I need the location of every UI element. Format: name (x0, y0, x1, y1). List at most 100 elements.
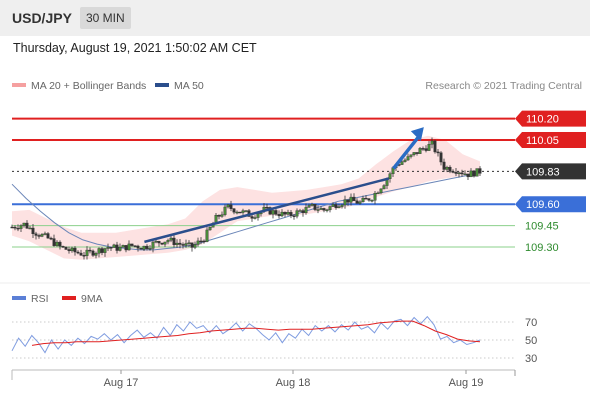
candle-body (235, 211, 239, 214)
level-tag-110-20 (515, 110, 586, 127)
candle (466, 173, 470, 181)
legend-rsi-label: RSI (31, 293, 49, 305)
candle (364, 195, 368, 200)
level-label-109-45: 109.45 (525, 221, 559, 233)
candle-body (187, 242, 191, 244)
x-tick-aug-18: Aug 18 (276, 377, 311, 389)
legend-ma20-label: MA 20 + Bollinger Bands (31, 80, 147, 92)
level-tag-109-83 (515, 163, 586, 180)
candle (301, 208, 305, 217)
candle (115, 241, 119, 254)
candle-body (376, 192, 380, 195)
candle-body (367, 198, 371, 201)
candle (49, 236, 53, 241)
candle-body (442, 161, 446, 170)
candle (442, 158, 446, 172)
candle-body (313, 204, 317, 210)
candle (403, 158, 407, 163)
candle (223, 204, 227, 217)
candle-body (61, 246, 65, 248)
candle-body (16, 227, 20, 230)
candle (112, 243, 116, 248)
candle-body (118, 247, 122, 251)
legend-9ma: 9MA (62, 293, 103, 305)
candle-body (265, 206, 269, 209)
candle (64, 246, 68, 250)
candle-body (73, 247, 77, 253)
candle (343, 195, 347, 209)
candle (307, 203, 311, 208)
candle-body (154, 240, 158, 243)
candle-body (361, 197, 365, 203)
candle-body (91, 250, 95, 256)
candle (232, 208, 236, 215)
candle-body (148, 248, 152, 250)
candle (382, 184, 386, 190)
candle-body (238, 211, 242, 214)
candle (256, 212, 260, 221)
candle-body (196, 240, 200, 245)
candle (91, 249, 95, 257)
candle (457, 171, 461, 178)
rsi-tick-50: 50 (525, 335, 537, 347)
candle (28, 225, 32, 230)
candle-body (184, 243, 188, 246)
candle (430, 137, 434, 149)
candle-body (424, 148, 428, 151)
candle-body (43, 233, 47, 235)
candle (97, 247, 101, 258)
candle (118, 243, 122, 252)
candle-body (193, 244, 197, 248)
candle-body (295, 210, 299, 217)
candle (22, 222, 26, 228)
legend-ma20: MA 20 + Bollinger Bands (12, 80, 146, 92)
candle-body (370, 200, 374, 202)
rsi-line (11, 315, 481, 354)
candle-body (103, 248, 107, 253)
timestamp: Thursday, August 19, 2021 1:50:02 AM CET (13, 41, 257, 55)
candle (70, 246, 74, 253)
candle (136, 244, 140, 252)
candle (253, 215, 257, 220)
candle (175, 239, 179, 248)
candle-body (169, 237, 173, 241)
candle-body (463, 173, 467, 176)
candle (388, 171, 392, 183)
level-label-110-05: 110.05 (526, 135, 559, 147)
candle (199, 237, 203, 245)
candle-body (55, 241, 59, 246)
candle (340, 203, 344, 209)
level-label-109-83: 109.83 (526, 166, 560, 178)
trendline (144, 177, 390, 244)
candle-body (256, 213, 260, 218)
candle-body (244, 210, 248, 212)
candle (187, 240, 191, 248)
candle-body (412, 152, 416, 155)
candle-body (190, 242, 194, 248)
candle-body (160, 242, 164, 245)
timeframe-badge[interactable]: 30 MIN (80, 7, 131, 29)
candle-body (226, 204, 230, 208)
candle (331, 202, 335, 207)
candle-body (130, 243, 134, 246)
candle-body (151, 241, 155, 249)
candle (292, 214, 296, 220)
candle (469, 168, 473, 178)
candle (160, 242, 164, 246)
legend-9ma-label: 9MA (81, 293, 103, 305)
candle-body (115, 244, 119, 251)
candle (82, 252, 86, 260)
candle (328, 205, 332, 213)
candle (280, 209, 284, 218)
candle (103, 248, 107, 257)
candle-body (88, 249, 92, 252)
candle-body (37, 235, 41, 237)
candle (37, 233, 41, 239)
candle-body (457, 172, 461, 175)
candle-body (280, 211, 284, 217)
candle (274, 208, 278, 216)
candle-body (121, 245, 125, 248)
candle (166, 238, 170, 245)
candle-body (175, 242, 179, 245)
candle-body (298, 210, 302, 212)
